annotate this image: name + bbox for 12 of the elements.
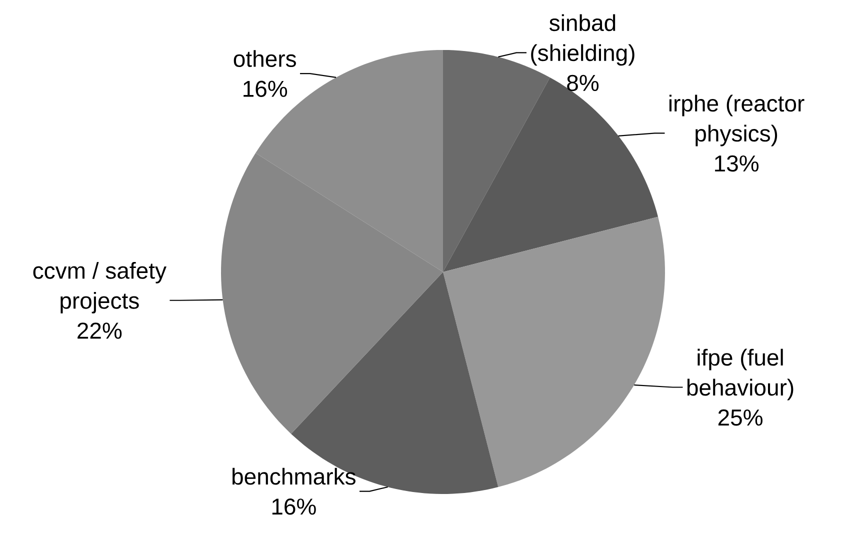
slice-label: others [234,50,296,67]
data-label: 16% [272,498,316,515]
slice-label: sinbad (shielding) [531,14,634,66]
data-label: 13% [715,155,759,172]
slice-label: ifpe (fuel behaviour) [687,348,794,400]
data-label: 16% [244,80,288,97]
data-label: 22% [78,322,122,339]
slice-label: ccvm / safety projects [33,262,166,314]
data-label: 25% [718,409,762,426]
slice-label: irphe (reactor physics) [669,94,804,146]
data-label: 8% [567,74,599,92]
slice-label: benchmarks [232,468,356,485]
